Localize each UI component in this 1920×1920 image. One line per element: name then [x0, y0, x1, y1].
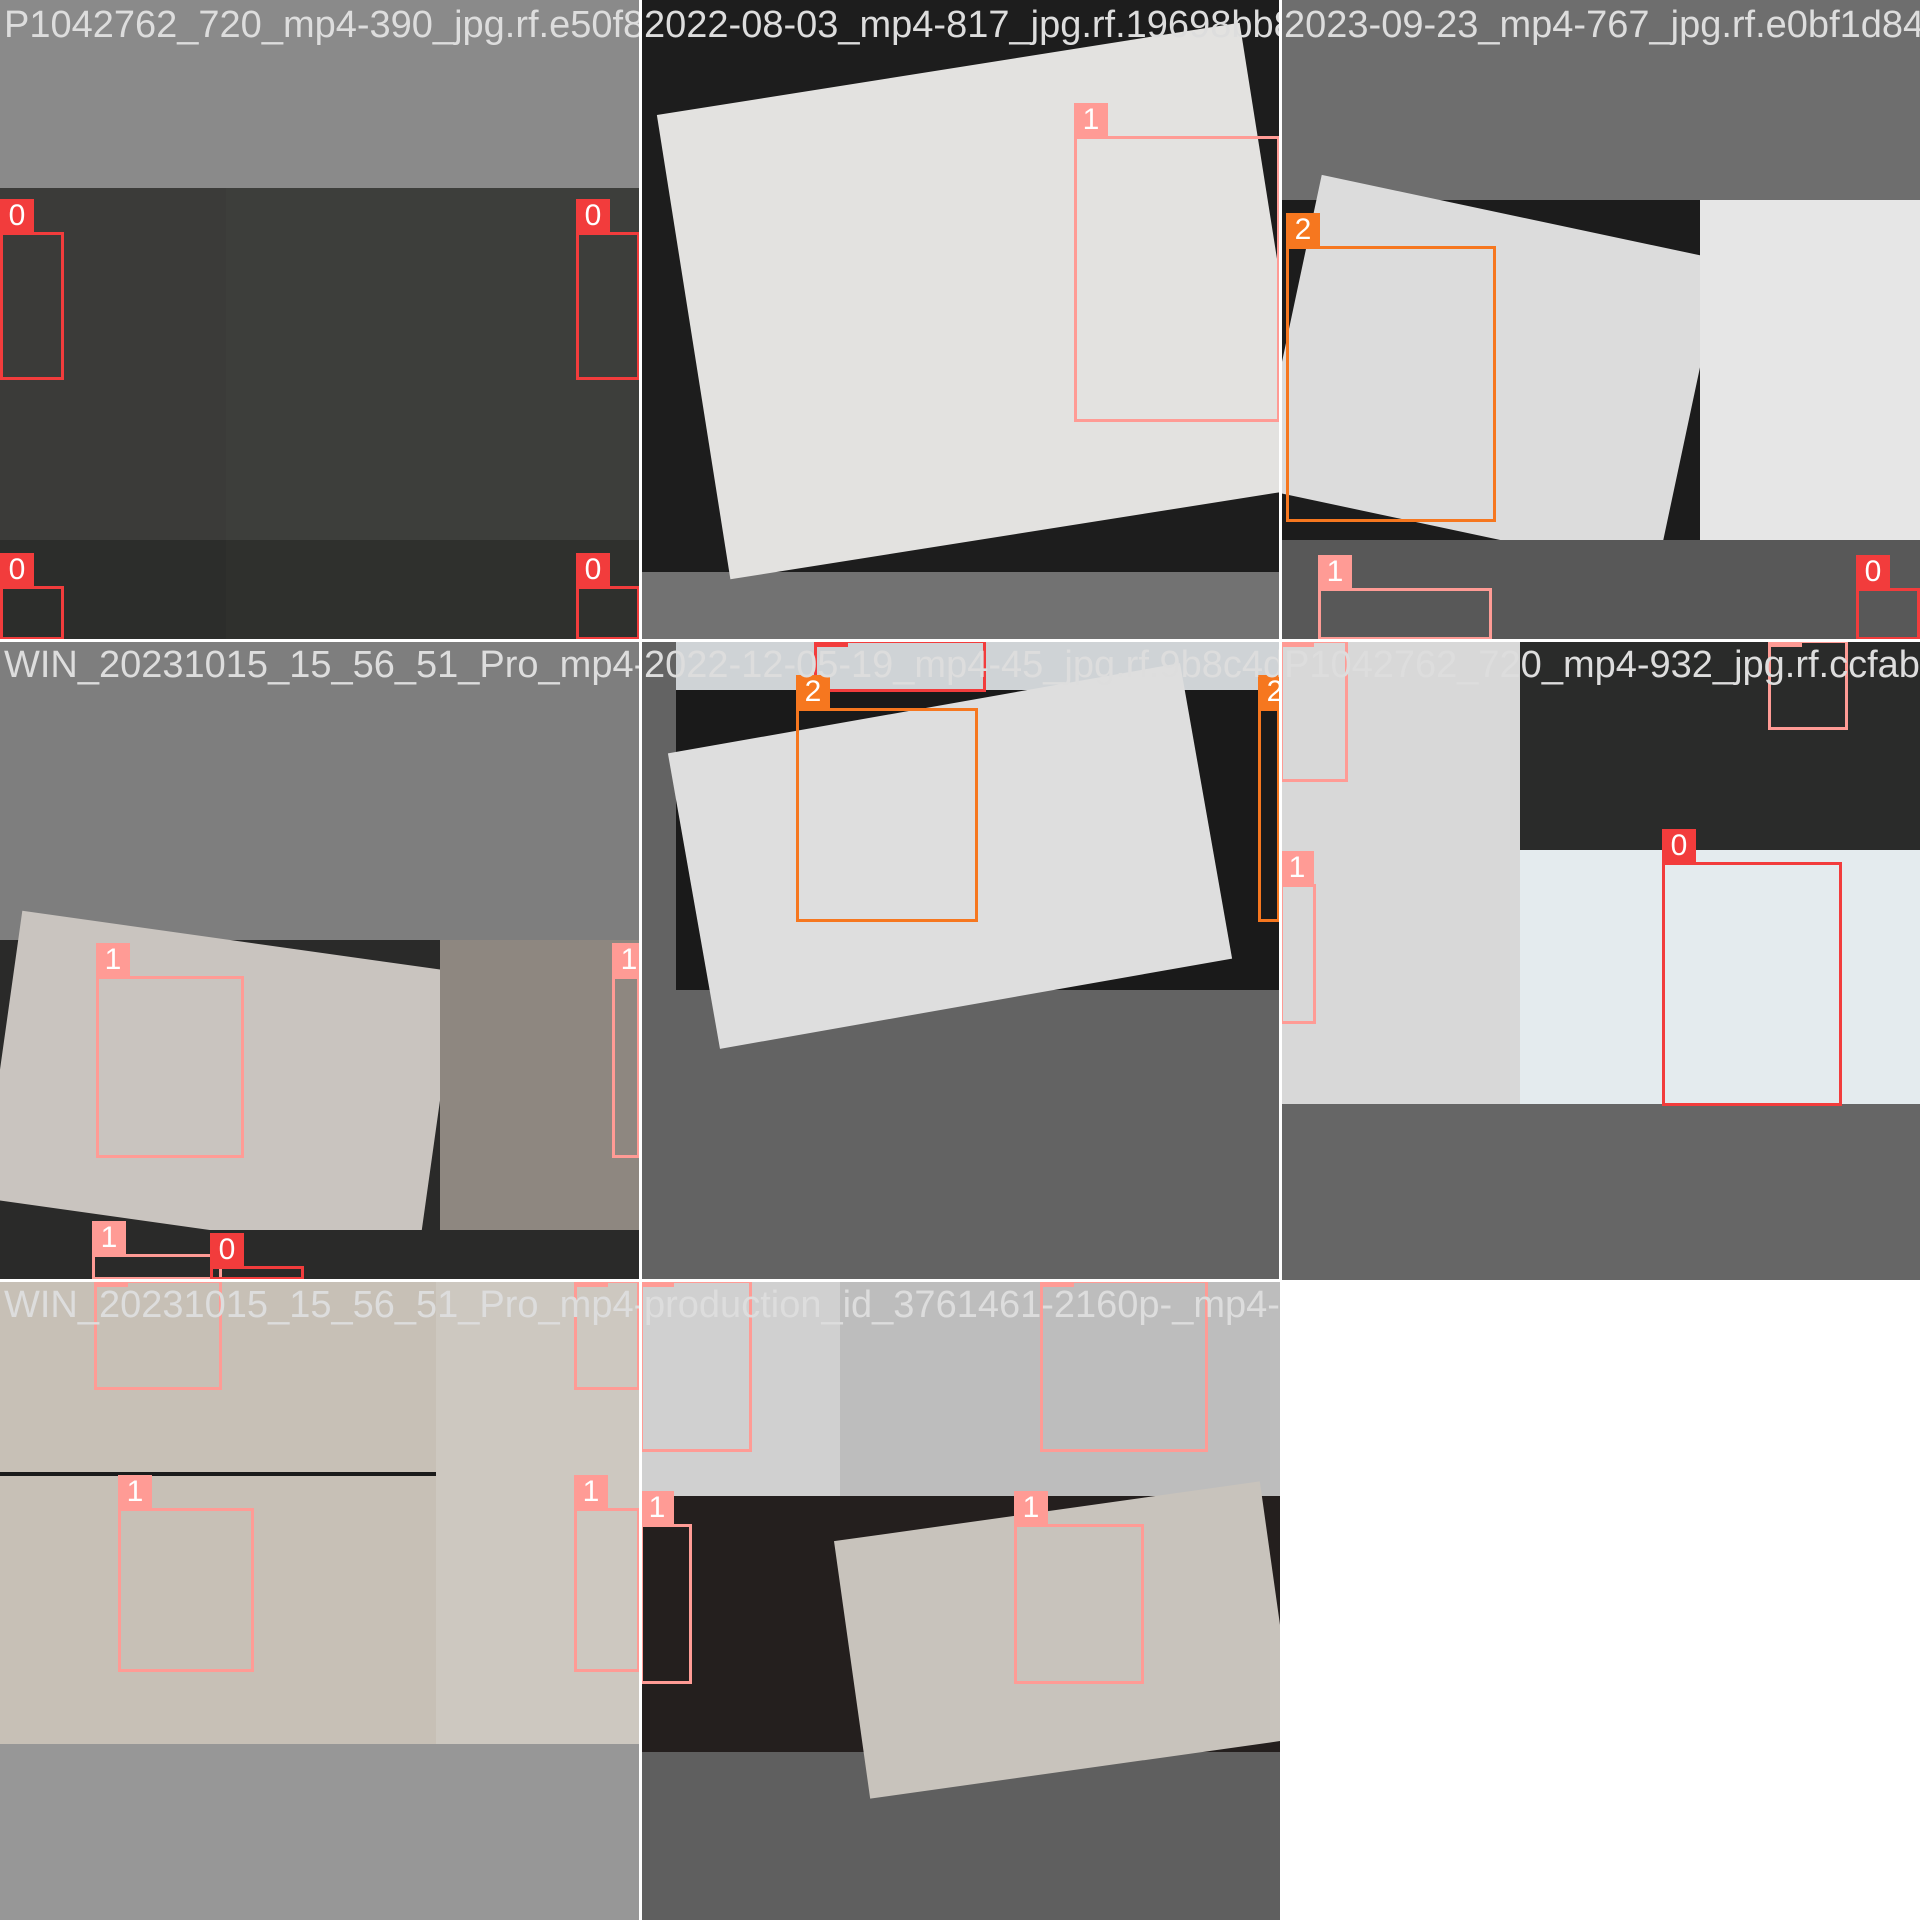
- image-frame: [0, 188, 226, 540]
- grid-divider: [639, 0, 642, 1920]
- image-frame: [440, 940, 640, 1230]
- image-frame: [0, 540, 226, 640]
- class-label: 1: [640, 1491, 674, 1525]
- bounding-box: 0: [1662, 829, 1842, 1106]
- image-frame: [1280, 640, 1520, 1104]
- bounding-box: 1: [92, 1221, 222, 1280]
- class-label: 2: [796, 675, 830, 709]
- bounding-box: 0: [0, 553, 64, 640]
- bounding-box: 0: [210, 1233, 304, 1280]
- bounding-box: 2: [1286, 213, 1496, 522]
- class-label: 1: [1040, 1280, 1074, 1287]
- class-label: 2: [1286, 213, 1320, 247]
- image-filename: P1042762_720_mp4-390_jpg.rf.e50f82d29e25: [4, 4, 640, 46]
- grid-divider: [0, 639, 1920, 642]
- mosaic-tile: 1 1 1 0 P1042762_720_mp4-932_jpg.rf.ccfa…: [1280, 640, 1920, 1280]
- class-label: 1: [574, 1475, 608, 1509]
- grid-divider: [0, 1279, 1280, 1282]
- bounding-box: 1: [574, 1475, 640, 1672]
- bounding-box: 2: [796, 675, 978, 922]
- bounding-box: 0: [1856, 555, 1920, 640]
- class-label: 0: [210, 1233, 244, 1267]
- bounding-box: 1: [612, 943, 640, 1158]
- mosaic-tile-empty: [1280, 1280, 1920, 1920]
- bounding-box: 0: [576, 553, 640, 640]
- class-label: 1: [574, 1280, 608, 1287]
- mosaic-tile: 1 1 1 0 WIN_20231015_15_56_51_Pro_mp4-10…: [0, 640, 640, 1280]
- image-filename: 2022-08-03_mp4-817_jpg.rf.19698bb8a8d9: [644, 4, 1280, 46]
- mosaic-tile: 1 1 1 1 WIN_20231015_15_56_51_Pro_mp4-60…: [0, 1280, 640, 1920]
- image-frame: [1520, 640, 1920, 850]
- class-label: 1: [1318, 555, 1352, 589]
- class-label: 1: [1280, 640, 1314, 647]
- class-label: 1: [1014, 1491, 1048, 1525]
- image-frame: [1700, 200, 1920, 540]
- bounding-box: 2: [1258, 675, 1280, 922]
- class-label: 1: [640, 1280, 674, 1287]
- mosaic-tile: 1 1 1 1 production_id_3761461-2160p-_mp4…: [640, 1280, 1280, 1920]
- class-label: 2: [1258, 675, 1280, 709]
- bounding-box: 1: [118, 1475, 254, 1672]
- bounding-box: 1: [640, 1491, 692, 1684]
- bounding-box: 1: [1318, 555, 1492, 640]
- class-label: 1: [92, 1221, 126, 1255]
- image-filename: WIN_20231015_15_56_51_Pro_mp4-602_jpg.rf: [4, 1284, 640, 1326]
- class-label: 0: [1856, 555, 1890, 589]
- class-label: 1: [96, 943, 130, 977]
- class-label: 0: [0, 199, 34, 233]
- class-label: 1: [94, 1280, 128, 1287]
- mosaic-tile: 2 1 0 2023-09-23_mp4-767_jpg.rf.e0bf1d84…: [1280, 0, 1920, 640]
- class-label: 0: [576, 553, 610, 587]
- bounding-box: 1: [1074, 103, 1280, 422]
- class-label: 1: [118, 1475, 152, 1509]
- image-filename: production_id_3761461-2160p-_mp4-102_jpg: [644, 1284, 1280, 1326]
- bounding-box: 1: [1280, 851, 1316, 1024]
- image-frame: [1520, 850, 1920, 1104]
- image-frame: [0, 1280, 436, 1472]
- image-filename: 2023-09-23_mp4-767_jpg.rf.e0bf1d84e7: [1284, 4, 1920, 46]
- class-label: 0: [0, 553, 34, 587]
- bounding-box: 0: [0, 199, 64, 380]
- class-label: 0: [576, 199, 610, 233]
- image-frame: [0, 1476, 436, 1744]
- class-label: 0: [1662, 829, 1696, 863]
- mosaic-tile: 0 0 0 0 P1042762_720_mp4-390_jpg.rf.e50f…: [0, 0, 640, 640]
- bounding-box: 0: [576, 199, 640, 380]
- class-label: 0: [814, 640, 848, 647]
- image-filename: WIN_20231015_15_56_51_Pro_mp4-103_jpg.rf…: [4, 644, 640, 686]
- image-frame: [226, 540, 640, 640]
- class-label: 1: [612, 943, 640, 977]
- image-frame: [436, 1280, 640, 1744]
- mosaic-tile: 0 2 2 2022-12-05-19_mp4-45_jpg.rf.9b8c4d: [640, 640, 1280, 1280]
- class-label: 1: [1280, 851, 1314, 885]
- bounding-box: 1: [96, 943, 244, 1158]
- class-label: 1: [1074, 103, 1108, 137]
- mosaic-tile: 1 2022-08-03_mp4-817_jpg.rf.19698bb8a8d9: [640, 0, 1280, 640]
- bounding-box: 1: [1014, 1491, 1144, 1684]
- image-frame: [226, 188, 640, 540]
- image-filename: 2022-12-05-19_mp4-45_jpg.rf.9b8c4d: [644, 644, 1280, 686]
- image-filename: P1042762_720_mp4-932_jpg.rf.ccfab: [1284, 644, 1920, 686]
- class-label: 1: [1768, 640, 1802, 647]
- image-frame: [640, 1280, 840, 1496]
